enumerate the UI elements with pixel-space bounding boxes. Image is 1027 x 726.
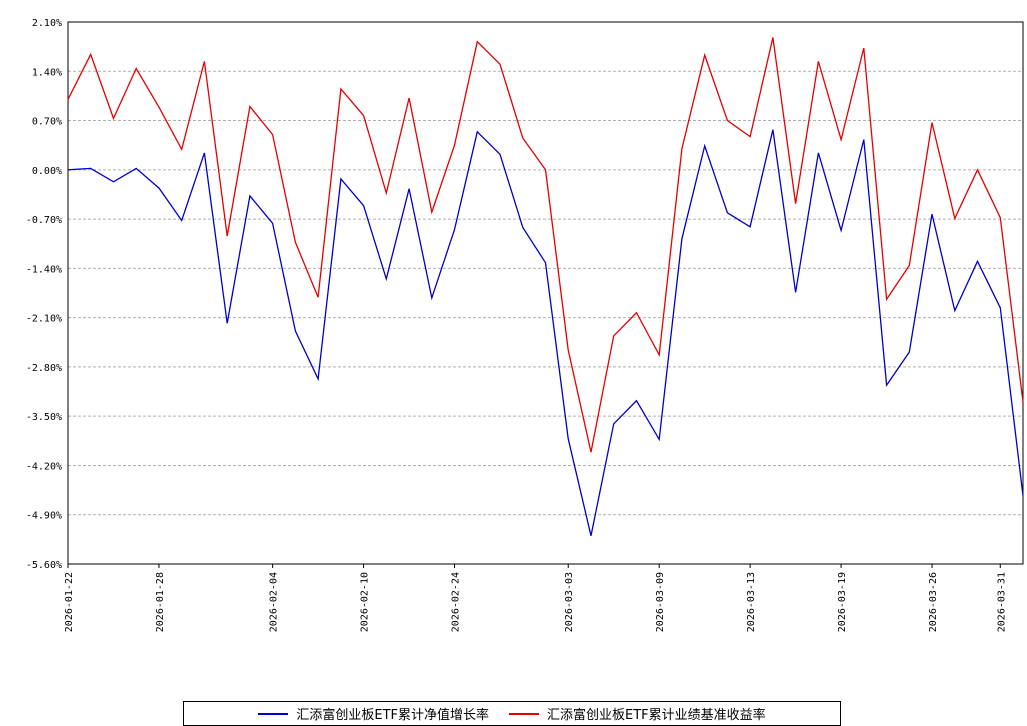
series-line-benchmark — [67, 37, 1024, 453]
y-tick-label: -5.60% — [26, 560, 62, 571]
x-tick-label: 2026-02-10 — [360, 572, 371, 632]
y-axis-labels: 2.10% 1.40% 0.70% 0.00% -0.70% -1.40% -2.10% -2… — [26, 18, 62, 571]
x-tick-label: 2026-03-13 — [746, 572, 757, 632]
grid-lines — [68, 70, 1023, 516]
x-tick-label: 2026-02-04 — [269, 572, 280, 632]
legend-item-nav: 汇添富创业板ETF累计净值增长率 — [258, 704, 489, 723]
series-line-nav — [67, 129, 1024, 536]
y-tick-label: 0.70% — [32, 117, 62, 128]
series-layer — [67, 37, 1024, 536]
y-tick-label: 2.10% — [32, 18, 62, 29]
plot-area — [67, 21, 1024, 565]
line-chart: 2.10% 1.40% 0.70% 0.00% -0.70% -1.40% -2.10% -2… — [26, 18, 1024, 632]
y-tick-label: -4.90% — [26, 511, 62, 522]
y-tick-label: 1.40% — [32, 67, 62, 78]
legend-label-nav: 汇添富创业板ETF累计净值增长率 — [296, 708, 489, 723]
x-tick-label: 2026-03-03 — [564, 572, 575, 632]
legend-swatch-nav — [258, 712, 289, 715]
y-tick-label: -4.20% — [26, 461, 62, 472]
x-tick-label: 2026-03-09 — [655, 572, 666, 632]
x-tick-label: 2026-03-31 — [996, 572, 1007, 632]
legend: 汇添富创业板ETF累计净值增长率 汇添富创业板ETF累计业绩基准收益率 — [183, 701, 841, 726]
y-tick-label: -2.80% — [26, 363, 62, 374]
y-tick-label: -1.40% — [26, 264, 62, 275]
y-tick-label: -3.50% — [26, 412, 62, 423]
legend-label-benchmark: 汇添富创业板ETF累计业绩基准收益率 — [547, 708, 766, 723]
x-tick-label: 2026-01-28 — [155, 572, 166, 632]
x-tick-label: 2026-02-24 — [451, 572, 462, 632]
x-tick-label: 2026-03-26 — [928, 572, 939, 632]
x-tick-label: 2026-03-19 — [837, 572, 848, 632]
legend-swatch-benchmark — [509, 712, 539, 715]
legend-item-benchmark: 汇添富创业板ETF累计业绩基准收益率 — [509, 704, 766, 723]
x-tick-label: 2026-01-22 — [64, 572, 75, 632]
y-tick-label: -0.70% — [26, 215, 62, 226]
y-tick-label: -2.10% — [26, 314, 62, 325]
x-axis-labels: 2026-01-22 2026-01-28 2026-02-04 2026-02-10… — [64, 564, 1007, 632]
y-tick-label: 0.00% — [32, 166, 62, 177]
